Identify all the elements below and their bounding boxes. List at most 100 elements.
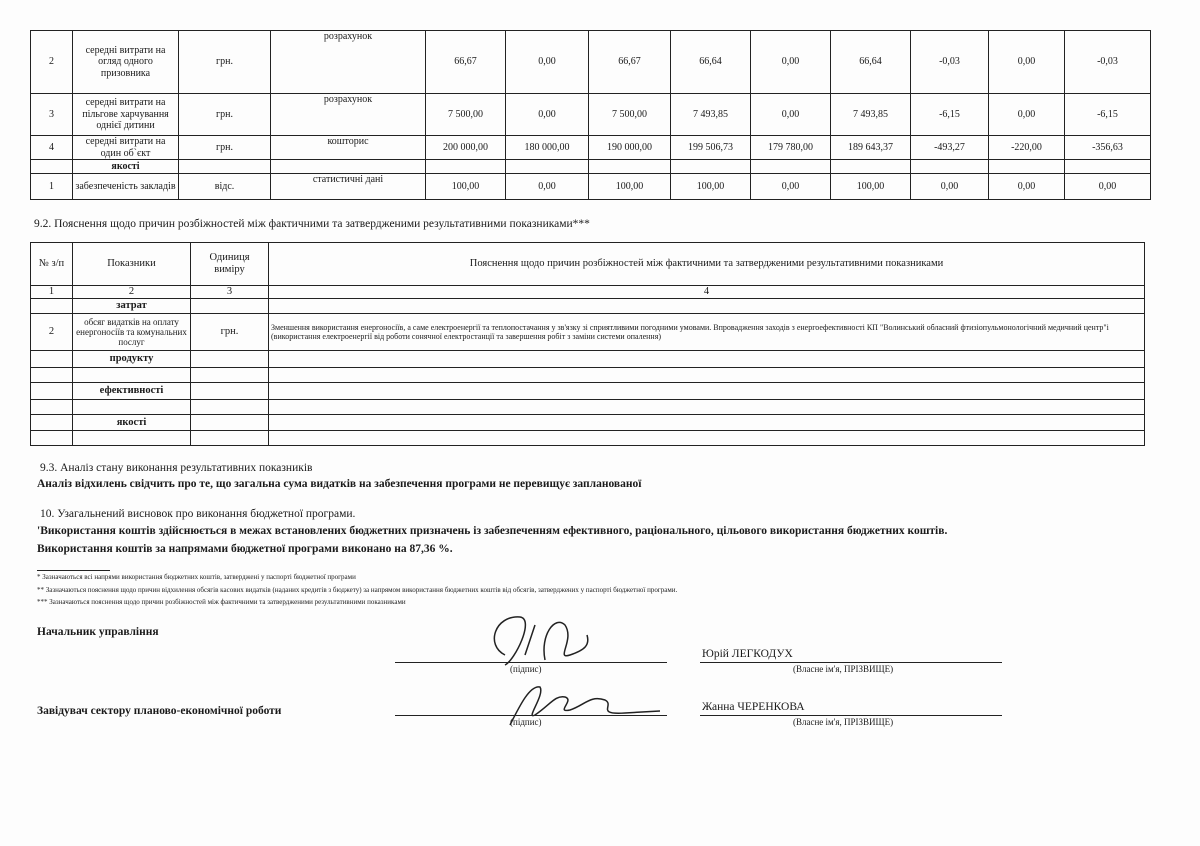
explanation <box>268 298 1145 315</box>
indicator-name: ефективності <box>72 382 191 401</box>
row-number <box>30 350 73 369</box>
signature-line <box>395 715 667 716</box>
value-cell: 100,00 <box>830 173 911 200</box>
indicator-name <box>72 430 191 447</box>
signer-name: Жанна ЧЕРЕНКОВА <box>702 701 805 713</box>
row-number: 4 <box>30 135 73 160</box>
table-row: 2 обсяг видатків на оплату енергоносіїв т… <box>30 313 1145 352</box>
section-9-2-title: 9.2. Пояснення щодо причин розбіжностей … <box>34 218 590 230</box>
unit <box>190 399 269 416</box>
indicators-table: 2 середні витрати на огляд одного призовн… <box>30 30 1151 200</box>
section-10-title: 10. Узагальнений висновок про виконання … <box>40 508 356 520</box>
value-cell: 199 506,73 <box>670 135 751 160</box>
explanation <box>268 367 1145 384</box>
indicator-name: продукту <box>72 350 191 369</box>
table-row: 4 середні витрати на один об`єкт грн. кошто… <box>30 135 1151 160</box>
value-cell: -0,03 <box>910 30 989 94</box>
row-number <box>30 159 73 174</box>
value-cell: 0,00 <box>750 93 831 136</box>
source <box>270 159 426 174</box>
value-cell <box>910 159 989 174</box>
table-row: продукту <box>30 350 1145 369</box>
unit <box>190 414 269 432</box>
explanation <box>268 430 1145 447</box>
indicator-name: обсяг видатків на оплату енергоносіїв та… <box>72 313 191 352</box>
explanation <box>268 382 1145 401</box>
footnote: ** Зазначаються пояснення щодо причин ві… <box>37 586 678 594</box>
row-number: 2 <box>30 313 73 352</box>
value-cell: 66,67 <box>588 30 671 94</box>
header-cell: Пояснення щодо причин розбіжностей між ф… <box>268 242 1145 286</box>
unit: відс. <box>178 173 271 200</box>
value-cell <box>988 159 1065 174</box>
value-cell: 0,00 <box>750 30 831 94</box>
indicator-name <box>72 367 191 384</box>
header-cell: № з/п <box>30 242 73 286</box>
value-cell: 7 493,85 <box>670 93 751 136</box>
value-cell <box>750 159 831 174</box>
table-row: ефективності <box>30 382 1145 401</box>
footnote: * Зазначаються всі напрями використання … <box>37 573 356 581</box>
value-cell <box>505 159 589 174</box>
value-cell: -0,03 <box>1064 30 1151 94</box>
value-cell: -356,63 <box>1064 135 1151 160</box>
value-cell <box>670 159 751 174</box>
row-number: 3 <box>30 93 73 136</box>
footnote-divider <box>37 570 110 571</box>
unit <box>178 159 271 174</box>
value-cell: 180 000,00 <box>505 135 589 160</box>
table-row: затрат <box>30 298 1145 315</box>
value-cell <box>830 159 911 174</box>
value-cell: 179 780,00 <box>750 135 831 160</box>
source: розрахунок <box>270 93 426 136</box>
row-number: 1 <box>30 173 73 200</box>
unit: грн. <box>178 30 271 94</box>
unit <box>190 350 269 369</box>
table-row: 1 забезпеченість закладів відс. статистичні… <box>30 173 1151 200</box>
unit: грн. <box>178 135 271 160</box>
value-cell: 189 643,37 <box>830 135 911 160</box>
row-number: 2 <box>30 30 73 94</box>
unit <box>190 430 269 447</box>
source: кошторис <box>270 135 426 160</box>
value-cell: 100,00 <box>425 173 506 200</box>
value-cell: -6,15 <box>910 93 989 136</box>
explanation <box>268 399 1145 416</box>
source: розрахунок <box>270 30 426 94</box>
value-cell: -493,27 <box>910 135 989 160</box>
explanation: Зменшення використання енергоносіїв, а с… <box>268 313 1145 352</box>
value-cell <box>1064 159 1151 174</box>
value-cell: 7 500,00 <box>588 93 671 136</box>
name-label: (Власне ім'я, ПРІЗВИЩЕ) <box>793 717 894 727</box>
row-number <box>30 367 73 384</box>
value-cell <box>588 159 671 174</box>
indicator-name: середні витрати на огляд одного призовни… <box>72 30 179 94</box>
row-number <box>30 399 73 416</box>
source: статистичні дані <box>270 173 426 200</box>
value-cell: 190 000,00 <box>588 135 671 160</box>
section-9-3-title: 9.3. Аналіз стану виконання результативн… <box>40 462 313 474</box>
signer-name: Юрій ЛЕГКОДУХ <box>702 648 793 660</box>
value-cell: 7 500,00 <box>425 93 506 136</box>
indicator-name: середні витрати на один об`єкт <box>72 135 179 160</box>
indicator-name: якості <box>72 159 179 174</box>
value-cell: 0,00 <box>910 173 989 200</box>
value-cell: 0,00 <box>988 30 1065 94</box>
value-cell: -6,15 <box>1064 93 1151 136</box>
value-cell: 0,00 <box>505 30 589 94</box>
row-number <box>30 430 73 447</box>
name-label: (Власне ім'я, ПРІЗВИЩЕ) <box>793 664 894 674</box>
header-cell: Показники <box>72 242 191 286</box>
signature-label: (підпис) <box>510 717 542 727</box>
value-cell: 0,00 <box>750 173 831 200</box>
table-row: якості <box>30 159 1151 174</box>
unit <box>190 367 269 384</box>
signature-label: (підпис) <box>510 664 542 674</box>
explanation <box>268 350 1145 369</box>
row-number <box>30 414 73 432</box>
value-cell: -220,00 <box>988 135 1065 160</box>
signer-role: Завідувач сектору планово-економічної ро… <box>37 705 282 717</box>
value-cell: 0,00 <box>988 173 1065 200</box>
unit <box>190 382 269 401</box>
